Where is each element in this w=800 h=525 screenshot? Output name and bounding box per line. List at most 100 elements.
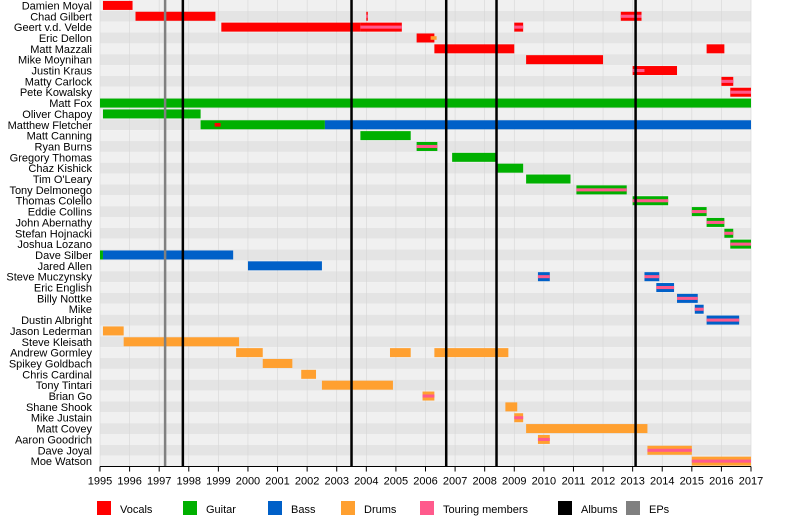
member-bar: [236, 348, 263, 358]
x-tick-label: 2016: [709, 476, 733, 488]
x-tick-label: 2004: [354, 476, 378, 488]
release-lines: [163, 0, 637, 467]
member-label: Tony Tintari: [36, 380, 92, 392]
member-bar: [102, 326, 124, 336]
touring-stripe: [360, 25, 402, 29]
member-bar: [123, 337, 240, 347]
member-label: Tim O'Leary: [33, 174, 93, 186]
touring-stripe: [514, 416, 524, 420]
member-label: Brian Go: [49, 391, 92, 403]
touring-stripe: [366, 14, 368, 18]
x-tick-label: 2012: [591, 476, 615, 488]
member-label: Andrew Gormley: [10, 348, 92, 360]
legend-label-guitar: Guitar: [206, 504, 236, 516]
x-tick-label: 2000: [236, 476, 260, 488]
legend-label-eps: EPs: [649, 504, 670, 516]
legend-swatch-guitar: [183, 501, 197, 515]
member-bar: [452, 152, 497, 162]
legend-swatch-eps: [626, 501, 640, 515]
member-label: Matt Fox: [49, 98, 92, 110]
member-bar: [526, 174, 571, 184]
member-label: Matt Mazzali: [30, 44, 92, 56]
member-label: Billy Nottke: [37, 293, 92, 305]
member-label: Steve Muczynsky: [6, 272, 92, 284]
member-label: Matty Carlock: [25, 76, 93, 88]
member-bar: [434, 44, 515, 54]
member-label: Spikey Goldbach: [9, 358, 92, 370]
touring-stripe: [691, 210, 707, 214]
member-bar: [496, 163, 524, 173]
legend: Vocals Guitar Bass Drums Touring members Albu…: [97, 501, 670, 516]
touring-stripe: [514, 25, 524, 29]
legend-label-drums: Drums: [364, 504, 397, 516]
legend-swatch-albums: [558, 501, 572, 515]
member-label: Eddie Collins: [28, 207, 93, 219]
member-bar: [301, 369, 317, 379]
member-bar: [389, 348, 411, 358]
member-label: Stefan Hojnacki: [15, 228, 92, 240]
member-label: Chaz Kishick: [28, 163, 92, 175]
member-bar: [505, 402, 518, 412]
touring-stripe: [537, 437, 550, 441]
member-bar: [262, 358, 293, 368]
x-tick-label: 2014: [650, 476, 674, 488]
member-label: Mike Justain: [31, 413, 92, 425]
x-tick-label: 2007: [443, 476, 467, 488]
member-label: Matt Canning: [27, 131, 92, 143]
x-tick-label: 1997: [147, 476, 171, 488]
member-label: Dave Silber: [35, 250, 92, 262]
member-bar: [100, 250, 103, 260]
x-tick-label: 2017: [739, 476, 763, 488]
touring-stripe: [647, 448, 692, 452]
member-bar: [706, 44, 725, 54]
member-label: Mike: [69, 304, 92, 316]
member-label: Damien Moyal: [22, 0, 92, 12]
member-label: Joshua Lozano: [17, 239, 92, 251]
member-label: Oliver Chapoy: [22, 109, 92, 121]
touring-stripe: [644, 275, 660, 279]
member-label: Dave Joyal: [38, 445, 92, 457]
member-label: Chris Cardinal: [22, 369, 92, 381]
touring-stripe: [422, 394, 435, 398]
x-tick-label: 1999: [206, 476, 230, 488]
member-label: Eric English: [34, 283, 92, 295]
member-bar: [135, 11, 216, 21]
member-bar: [221, 22, 361, 32]
member-bar: [416, 33, 435, 43]
role-accent: [214, 122, 221, 127]
x-tick-label: 2015: [680, 476, 704, 488]
legend-label-albums: Albums: [581, 504, 618, 516]
touring-stripe: [730, 242, 751, 246]
member-label: Ryan Burns: [35, 141, 93, 153]
legend-swatch-vocals: [97, 501, 111, 515]
member-label: Chad Gilbert: [30, 11, 92, 23]
touring-stripe: [724, 231, 734, 235]
x-tick-label: 2011: [562, 476, 586, 488]
member-label: Aaron Goodrich: [15, 434, 92, 446]
member-bar: [102, 0, 133, 10]
member-label: Tony Delmonego: [9, 185, 92, 197]
x-tick-label: 2009: [502, 476, 526, 488]
legend-swatch-bass: [268, 501, 282, 515]
legend-label-vocals: Vocals: [120, 504, 153, 516]
touring-stripe: [576, 188, 627, 192]
member-label: Shane Shook: [26, 402, 93, 414]
year-gridlines: [99, 0, 752, 467]
touring-stripe: [706, 220, 725, 224]
touring-stripe: [416, 144, 438, 149]
x-tick-label: 2006: [413, 476, 437, 488]
touring-stripe: [706, 318, 740, 322]
member-bar: [526, 55, 604, 65]
touring-stripe: [537, 275, 550, 279]
touring-stripe: [730, 90, 751, 94]
x-tick-label: 2005: [384, 476, 408, 488]
role-accent: [430, 36, 437, 40]
member-label: Jared Allen: [38, 261, 92, 273]
x-tick-label: 1998: [177, 476, 201, 488]
member-bar: [247, 261, 322, 271]
x-tick-label: 2013: [620, 476, 644, 488]
x-tick-label: 1995: [88, 476, 112, 488]
member-bar: [324, 120, 751, 130]
